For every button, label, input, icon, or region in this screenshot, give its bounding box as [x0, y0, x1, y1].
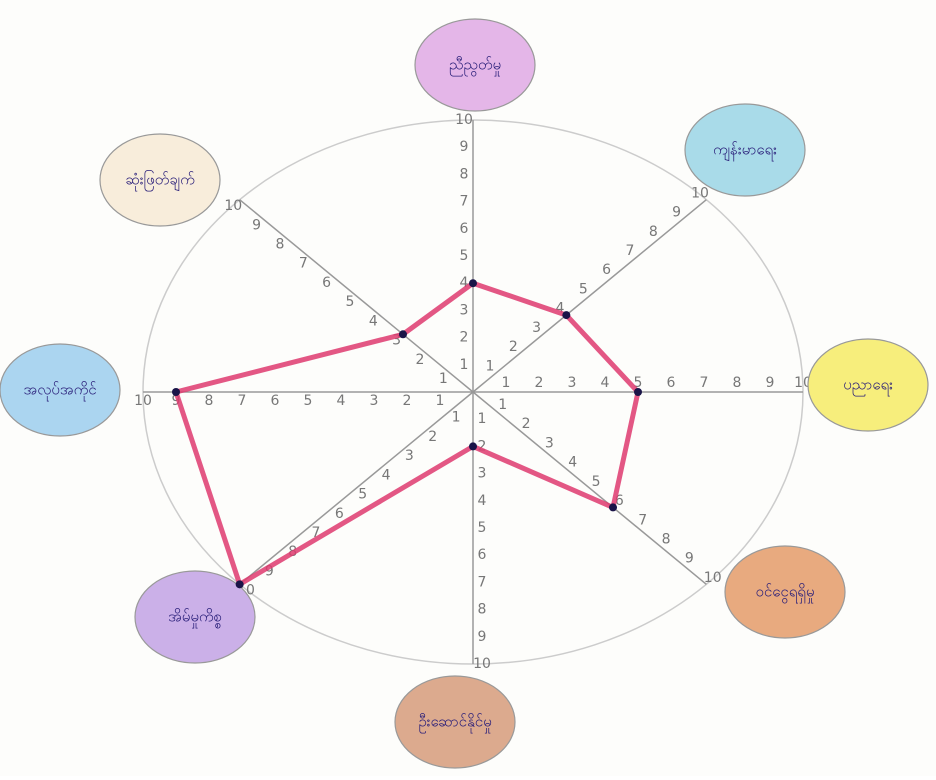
- tick-label: 10: [704, 570, 722, 586]
- axis-label: အိမ်မှုကိစ္စ: [168, 608, 222, 629]
- axis-label: ကျန်းမာရေး: [713, 141, 777, 162]
- tick-label: 6: [460, 221, 469, 237]
- tick-label: 2: [509, 339, 518, 355]
- axis-label: ဦးဆောင်နိုင်မှု: [418, 713, 491, 734]
- data-point: [172, 388, 180, 396]
- tick-label: 1: [460, 357, 469, 373]
- tick-label: 5: [592, 474, 601, 490]
- tick-label: 10: [134, 393, 152, 409]
- tick-label: 6: [667, 375, 676, 391]
- tick-label: 5: [346, 294, 355, 310]
- tick-label: 1: [452, 410, 461, 426]
- tick-label: 3: [405, 448, 414, 464]
- axis-label: ဝင်ငွေရရှိမှု: [755, 583, 814, 604]
- tick-label: 7: [626, 243, 635, 259]
- tick-label: 8: [662, 532, 671, 548]
- axis-label: ပညာရေး: [843, 376, 893, 397]
- tick-label: 3: [532, 320, 541, 336]
- tick-label: 8: [478, 602, 487, 618]
- tick-label: 6: [322, 275, 331, 291]
- tick-label: 5: [460, 248, 469, 264]
- tick-label: 6: [271, 393, 280, 409]
- data-point: [609, 503, 617, 511]
- tick-label: 10: [691, 185, 709, 201]
- tick-label: 8: [205, 393, 214, 409]
- tick-label: 5: [478, 520, 487, 536]
- data-point: [634, 388, 642, 396]
- tick-label: 6: [335, 506, 344, 522]
- tick-label: 5: [579, 281, 588, 297]
- tick-label: 8: [649, 224, 658, 240]
- data-point: [399, 330, 407, 338]
- tick-label: 7: [238, 393, 247, 409]
- tick-label: 9: [460, 139, 469, 155]
- tick-label: 2: [522, 416, 531, 432]
- tick-label: 9: [672, 205, 681, 221]
- axis-label: ဆုံးဖြတ်ချက်: [125, 170, 195, 192]
- chart: 12345678910ညီညွတ်မှု12345678910ကျန်းမာရေ…: [0, 0, 936, 776]
- tick-label: 2: [416, 352, 425, 368]
- tick-label: 4: [568, 455, 577, 471]
- tick-label: 3: [545, 435, 554, 451]
- tick-label: 1: [478, 411, 487, 427]
- data-point: [236, 580, 244, 588]
- tick-label: 4: [601, 375, 610, 391]
- tick-label: 7: [299, 256, 308, 272]
- tick-label: 9: [685, 551, 694, 567]
- axis-label: အလုပ်အကိုင်: [23, 381, 96, 402]
- data-point: [469, 279, 477, 287]
- tick-label: 8: [733, 375, 742, 391]
- tick-label: 1: [498, 397, 507, 413]
- tick-label: 2: [403, 393, 412, 409]
- tick-label: 8: [275, 236, 284, 252]
- tick-label: 9: [766, 375, 775, 391]
- tick-label: 9: [252, 217, 261, 233]
- tick-label: 2: [535, 375, 544, 391]
- tick-label: 7: [478, 574, 487, 590]
- data-point: [562, 311, 570, 319]
- tick-label: 10: [473, 656, 491, 672]
- tick-label: 3: [370, 393, 379, 409]
- tick-label: 2: [428, 429, 437, 445]
- axis-label: ညီညွတ်မှု: [449, 56, 501, 77]
- tick-label: 9: [478, 629, 487, 645]
- tick-label: 5: [304, 393, 313, 409]
- tick-label: 10: [455, 112, 473, 128]
- tick-label: 4: [337, 393, 346, 409]
- tick-label: 8: [460, 166, 469, 182]
- tick-label: 7: [460, 194, 469, 210]
- tick-label: 1: [436, 393, 445, 409]
- tick-label: 1: [486, 358, 495, 374]
- tick-label: 10: [224, 198, 242, 214]
- data-point: [469, 442, 477, 450]
- tick-label: 1: [439, 371, 448, 387]
- tick-label: 4: [369, 313, 378, 329]
- tick-label: 3: [478, 466, 487, 482]
- tick-label: 5: [358, 487, 367, 503]
- tick-label: 7: [638, 512, 647, 528]
- tick-label: 1: [502, 375, 511, 391]
- tick-label: 3: [460, 302, 469, 318]
- tick-label: 4: [478, 493, 487, 509]
- tick-label: 6: [478, 547, 487, 563]
- tick-label: 6: [602, 262, 611, 278]
- tick-label: 4: [382, 467, 391, 483]
- tick-label: 2: [460, 330, 469, 346]
- tick-label: 7: [700, 375, 709, 391]
- tick-label: 3: [568, 375, 577, 391]
